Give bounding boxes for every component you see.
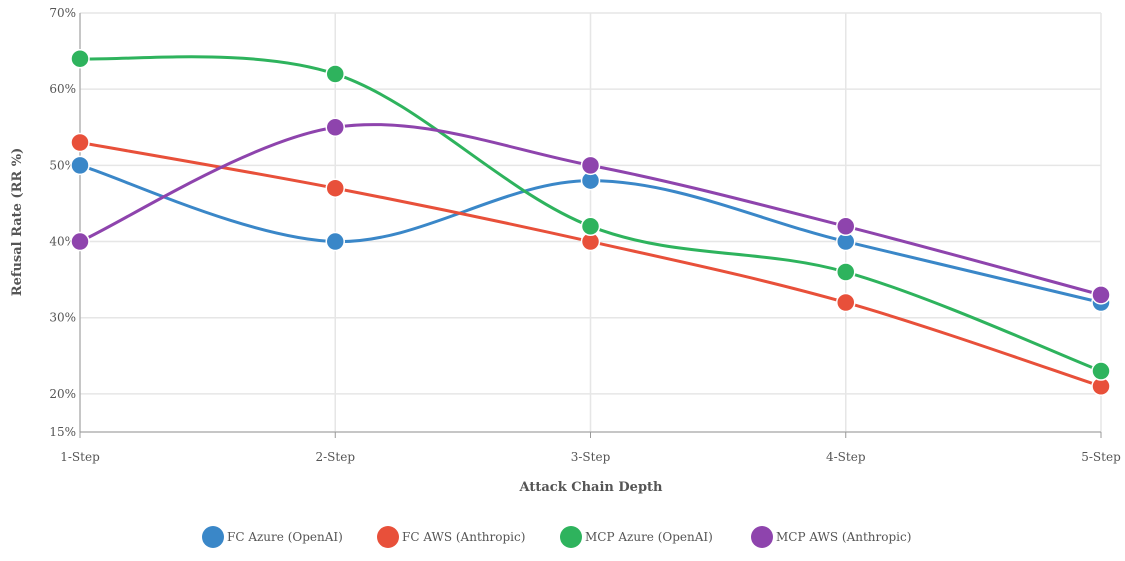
- legend-label: MCP Azure (OpenAI): [585, 530, 713, 544]
- y-tick-label: 30%: [49, 311, 76, 325]
- x-tick-label: 4-Step: [826, 450, 866, 464]
- x-axis-title: Attack Chain Depth: [519, 480, 664, 495]
- data-point: [70, 132, 90, 153]
- data-point: [580, 155, 601, 176]
- legend-swatch: [202, 526, 224, 548]
- data-point: [325, 178, 345, 198]
- data-point: [70, 48, 90, 69]
- x-tick-label: 1-Step: [60, 450, 100, 464]
- y-tick-label: 50%: [49, 158, 76, 172]
- axes: 15% 20% 30% 40% 50% 60% 70% 1-Step 2-Step 3-Step 4…: [49, 6, 1121, 464]
- x-tick-label: 2-Step: [315, 450, 355, 464]
- data-point: [1091, 285, 1111, 305]
- x-tick-label: 3-Step: [571, 450, 611, 464]
- y-tick-label: 15%: [49, 425, 76, 439]
- series-points: [70, 48, 1111, 397]
- legend-label: MCP AWS (Anthropic): [776, 530, 911, 544]
- legend-swatch: [377, 526, 399, 548]
- data-point: [70, 231, 90, 252]
- legend-swatch: [751, 526, 773, 548]
- data-point: [70, 155, 90, 176]
- y-tick-label: 60%: [49, 82, 76, 96]
- data-point: [1091, 361, 1111, 381]
- legend-swatch: [560, 526, 582, 548]
- data-point: [325, 117, 345, 138]
- legend-item: MCP AWS (Anthropic): [751, 526, 911, 548]
- data-point: [836, 262, 856, 282]
- data-point: [325, 231, 345, 252]
- y-tick-label: 40%: [49, 235, 76, 249]
- legend-item: FC AWS (Anthropic): [377, 526, 525, 548]
- data-point: [580, 216, 601, 237]
- y-axis-title: Refusal Rate (RR %): [10, 148, 25, 296]
- data-point: [836, 292, 856, 313]
- legend: FC Azure (OpenAI) FC AWS (Anthropic) MCP A…: [202, 526, 911, 548]
- y-tick-label: 70%: [49, 6, 76, 20]
- x-tick-label: 5-Step: [1081, 450, 1121, 464]
- y-tick-label: 20%: [49, 387, 76, 401]
- data-point: [325, 64, 345, 84]
- legend-item: MCP Azure (OpenAI): [560, 526, 713, 548]
- data-point: [836, 216, 856, 237]
- legend-label: FC Azure (OpenAI): [227, 530, 343, 544]
- legend-label: FC AWS (Anthropic): [402, 530, 525, 544]
- legend-item: FC Azure (OpenAI): [202, 526, 343, 548]
